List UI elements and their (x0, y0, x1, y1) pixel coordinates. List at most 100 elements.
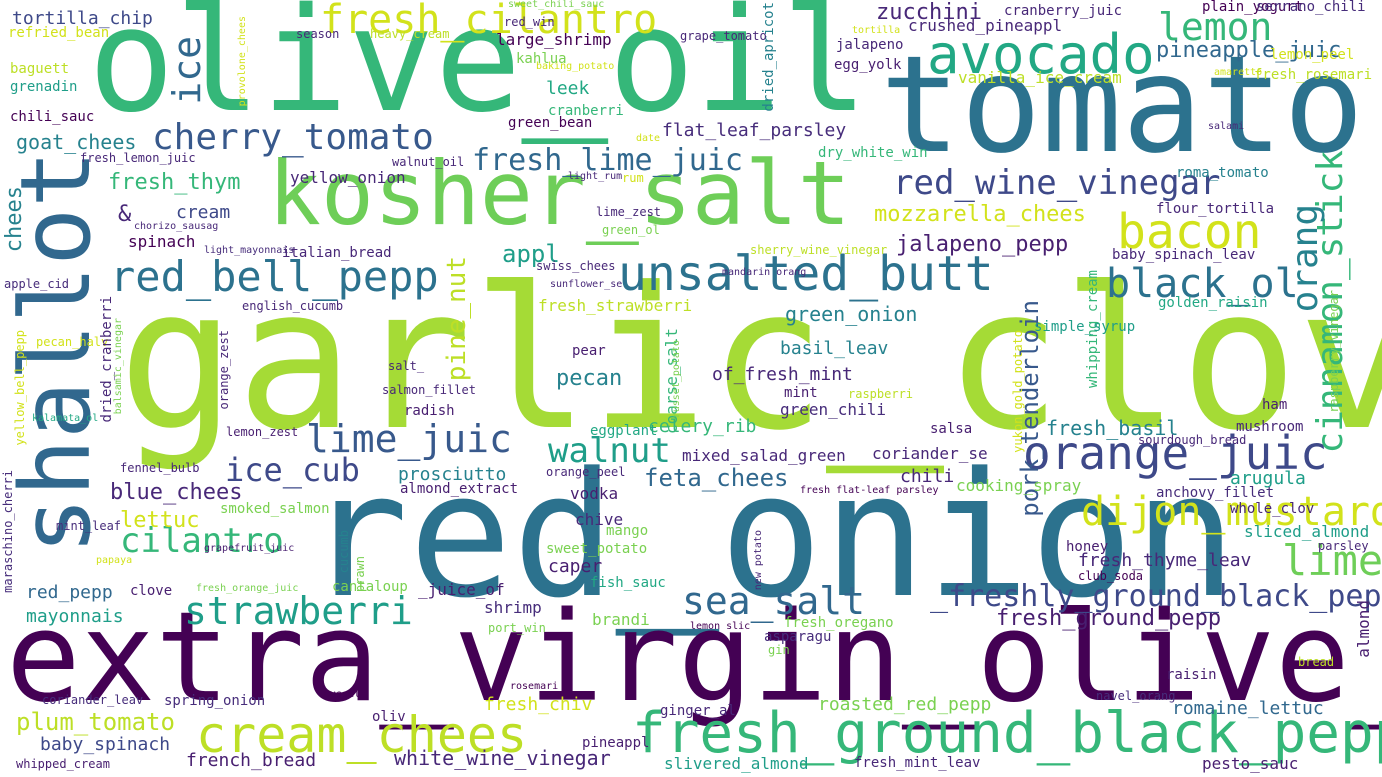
word: salt_ (388, 359, 425, 373)
word: lettuc (120, 508, 200, 533)
word: swiss_chees (536, 259, 616, 273)
word: appl (502, 240, 560, 268)
word: olive_oil (88, 0, 869, 144)
word: fresh_lemon_juic (80, 151, 196, 165)
word: mint (784, 385, 818, 401)
word: leek (546, 78, 590, 99)
word: red_bell_pepp (110, 252, 439, 301)
word: lime (1282, 536, 1382, 585)
word: yellow_onion (290, 168, 406, 187)
word: fresh_orange_juic (196, 583, 299, 594)
word: whipped_cream (16, 757, 110, 771)
word: sliced_almond (1244, 522, 1370, 541)
word: avocado (927, 23, 1155, 86)
word: arugula (1230, 468, 1306, 489)
word: orange_peel (546, 465, 626, 479)
word: bacon (1117, 204, 1262, 260)
word: almond_extract (400, 481, 519, 497)
word: cooking_spray (956, 476, 1082, 495)
word: sweet_chili_sauc (508, 0, 605, 10)
word: sea_salt (682, 579, 866, 623)
word: chorizo_sausag (134, 221, 219, 232)
word: fresh_oregano (784, 615, 894, 631)
word: ice (165, 36, 209, 105)
word: vanilla_ice_cream (958, 68, 1122, 87)
word: mint_leaf (56, 519, 122, 533)
word: fresh_mint_leav (854, 755, 981, 771)
word: _juice_of (418, 580, 505, 599)
word: walnut_oil (392, 155, 465, 169)
word: spinach (128, 232, 196, 251)
word: english_cucumb (242, 299, 344, 313)
word: navel_orang (1096, 689, 1176, 703)
word: chees (2, 186, 27, 253)
word: dijon_mustard (1081, 489, 1382, 535)
word: italian_bread (282, 245, 392, 261)
word: salmon_fillet (382, 383, 476, 397)
word: flat_leaf_parsley (662, 120, 847, 141)
word: spring_onion (164, 693, 266, 709)
word: pineappl (582, 735, 650, 751)
word: egg_yolk (834, 57, 902, 73)
word: of_fresh_mint (712, 364, 853, 385)
word: tomato (880, 27, 1365, 183)
word: sherry_wine_vinegar (750, 243, 888, 257)
word: fresh_ground_pepp (996, 606, 1222, 631)
word: papaya (96, 555, 133, 566)
word: rosemari (510, 681, 559, 692)
word: kahlua (516, 51, 567, 67)
word: club_soda (1078, 569, 1144, 583)
word: fresh flat-leaf parsley (800, 485, 939, 496)
word: fresh_thym (108, 170, 241, 195)
word: french_bread (186, 750, 317, 771)
word: strawberri (184, 589, 413, 633)
word: red_win (504, 15, 555, 29)
word: apple_cid (4, 277, 70, 291)
word: baking_potato (536, 61, 615, 72)
word: mango (606, 523, 649, 539)
word: green_onion (785, 302, 918, 326)
word: mayonnais (26, 606, 124, 627)
word: salami (1208, 121, 1245, 132)
word: cantaloup (332, 579, 408, 595)
word: fresh_lime_juic (472, 143, 743, 178)
word: garlic_clov (118, 246, 1382, 474)
word: orange_juic (1023, 426, 1328, 480)
word: ginger_al (660, 703, 736, 719)
word: raspberry_vinegar (1327, 290, 1341, 413)
word: balsamic_vinegar (113, 318, 124, 415)
word: large_shrimp (496, 30, 612, 49)
word: orange_zest (217, 330, 231, 410)
word: plain_yogurt (1202, 0, 1304, 15)
word: radish (404, 403, 455, 419)
word: almond (1354, 600, 1373, 658)
word: cucumb (337, 530, 351, 574)
word: salsa (930, 421, 973, 437)
word: baguett (10, 61, 70, 77)
word: _freshly_ground_black_pepp (930, 579, 1382, 614)
word: goat_chees (16, 130, 137, 154)
word: light_mayonnais (204, 245, 295, 256)
word: cream (176, 202, 231, 223)
word: fresh_rosemari (1254, 67, 1373, 83)
word: tortilla (852, 25, 901, 36)
word: flour_tortilla (1156, 201, 1275, 217)
word: gin (768, 643, 790, 657)
word: baby_spinach (40, 734, 171, 755)
word: season (296, 27, 340, 41)
word: fresh_cilantro (320, 0, 658, 43)
word: chili_sauc (10, 109, 95, 125)
word: dried_apricot (761, 2, 777, 112)
word: golden_raisin (1158, 295, 1268, 311)
word: plum_tomato (16, 708, 175, 736)
word: dried_cranberri (99, 296, 115, 423)
word: sunflower_se (550, 279, 623, 290)
word: lime_zest (596, 205, 662, 219)
word: zucchini (876, 0, 982, 25)
word: parsley (1318, 539, 1369, 553)
word: cream_chees (196, 706, 528, 764)
word: kosher_salt (268, 142, 851, 245)
word: anchovy_fillet (1156, 485, 1275, 501)
word: fennel_bulb (120, 461, 200, 475)
word: green_chili (780, 400, 886, 419)
